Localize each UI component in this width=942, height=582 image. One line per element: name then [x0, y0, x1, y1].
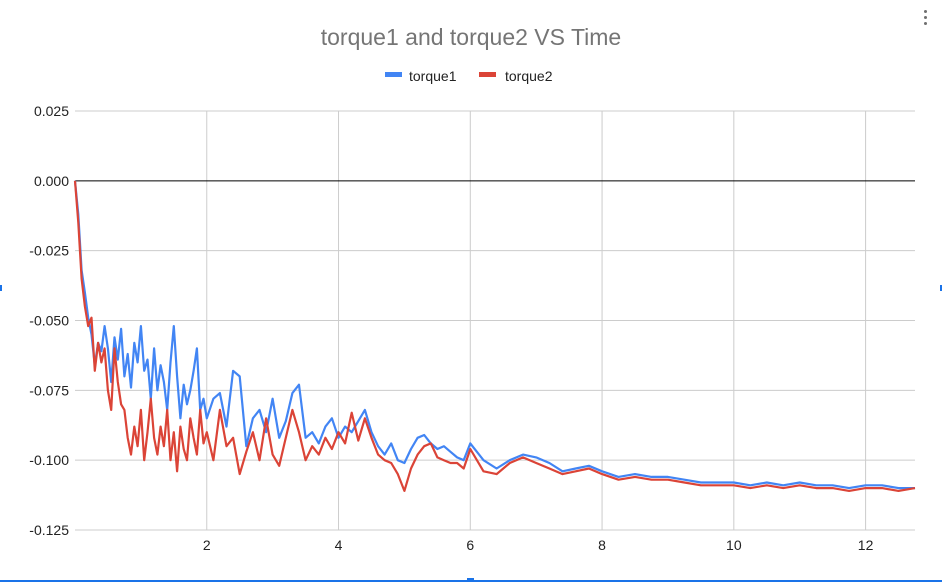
- x-tick-label: 6: [466, 537, 474, 553]
- right-resize-handle[interactable]: [940, 285, 942, 291]
- y-tick-label: -0.100: [29, 452, 69, 468]
- series-line-torque2[interactable]: [73, 180, 916, 492]
- legend-label-torque2: torque2: [505, 68, 553, 84]
- x-tick-label: 10: [726, 537, 742, 553]
- legend-item-torque2[interactable]: torque2: [479, 68, 553, 84]
- y-tick-label: 0.000: [34, 173, 69, 189]
- legend-swatch-torque1: [385, 72, 402, 77]
- legend-item-torque1[interactable]: torque1: [385, 68, 457, 84]
- chart-menu-icon[interactable]: [920, 10, 930, 30]
- y-tick-label: -0.125: [29, 522, 69, 538]
- tick-labels: 0.025 0.000 -0.025 -0.050 -0.075 -0.100 -0.125…: [29, 103, 873, 553]
- x-tick-label: 12: [858, 537, 874, 553]
- left-resize-handle[interactable]: [0, 285, 2, 291]
- x-tick-label: 8: [598, 537, 606, 553]
- series-lines: [73, 180, 916, 492]
- chart-title: torque1 and torque2 VS Time: [321, 24, 621, 50]
- series-line-torque1[interactable]: [73, 180, 915, 490]
- legend-swatch-torque2: [479, 72, 496, 77]
- y-tick-label: 0.025: [34, 103, 69, 119]
- y-tick-label: -0.050: [29, 313, 69, 329]
- selection-border: [0, 580, 942, 582]
- legend-label-torque1: torque1: [409, 68, 457, 84]
- x-tick-label: 2: [203, 537, 211, 553]
- x-tick-label: 4: [335, 537, 343, 553]
- y-tick-label: -0.075: [29, 382, 69, 398]
- y-tick-label: -0.025: [29, 243, 69, 259]
- legend: torque1 torque2: [385, 68, 553, 84]
